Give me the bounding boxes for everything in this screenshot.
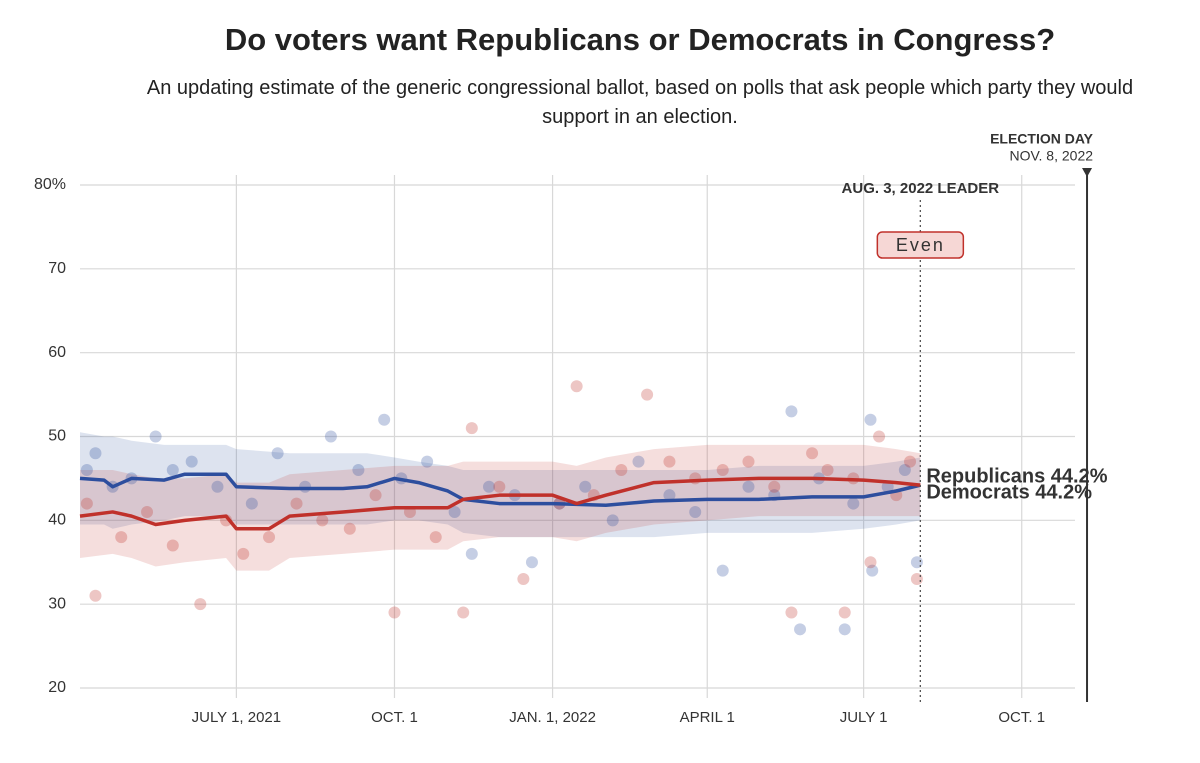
poll-dot	[80, 464, 93, 477]
poll-dot	[689, 472, 702, 485]
poll-dot	[211, 480, 224, 493]
poll-dot	[237, 547, 250, 560]
poll-dot	[465, 547, 478, 560]
poll-dot	[641, 388, 654, 401]
x-tick-label: JULY 1, 2021	[192, 709, 282, 726]
y-tick-label: 30	[48, 595, 66, 612]
poll-dot	[866, 564, 879, 577]
poll-dot	[185, 455, 198, 468]
x-tick-label: OCT. 1	[998, 709, 1045, 726]
poll-dot	[847, 497, 860, 510]
poll-dot	[290, 497, 303, 510]
election-day-label: ELECTION DAY	[990, 131, 1094, 147]
end-label: Republicans 44.2%	[926, 465, 1107, 487]
poll-dot	[388, 606, 401, 619]
poll-dot	[448, 505, 461, 518]
poll-dot	[579, 480, 592, 493]
confidence-band	[80, 432, 921, 538]
poll-dot	[245, 497, 258, 510]
poll-dot	[149, 430, 162, 443]
poll-dot	[343, 522, 356, 535]
poll-dot	[838, 623, 851, 636]
poll-dot	[742, 455, 755, 468]
poll-dot	[429, 531, 442, 544]
poll-dot	[785, 606, 798, 619]
x-tick-label: APRIL 1	[680, 709, 735, 726]
poll-dot	[864, 556, 877, 569]
leader-box	[876, 231, 965, 259]
poll-dot	[166, 539, 179, 552]
leader-label: AUG. 3, 2022 LEADER	[842, 180, 1000, 197]
poll-dot	[378, 413, 391, 426]
chart-title: Do voters want Republicans or Democrats …	[224, 22, 1056, 57]
poll-dot	[873, 430, 886, 443]
poll-dot	[263, 531, 276, 544]
y-tick-label: 80%	[34, 176, 66, 193]
poll-dot	[794, 623, 807, 636]
poll-dot	[742, 480, 755, 493]
poll-dot	[910, 556, 923, 569]
poll-dot	[482, 480, 495, 493]
poll-dot	[716, 464, 729, 477]
poll-dot	[606, 514, 619, 527]
confidence-band	[80, 444, 921, 571]
poll-dot	[689, 505, 702, 518]
poll-dot	[517, 573, 530, 586]
election-day-date: NOV. 8, 2022	[1009, 148, 1093, 164]
trend-line	[79, 476, 921, 531]
leader-value: Even	[896, 235, 945, 255]
y-tick-label: 70	[48, 260, 66, 277]
poll-dot	[864, 413, 877, 426]
poll-dot	[716, 564, 729, 577]
poll-dot	[141, 505, 154, 518]
y-tick-label: 60	[48, 344, 66, 361]
y-tick-label: 50	[48, 428, 66, 445]
poll-dot	[632, 455, 645, 468]
poll-dot	[194, 598, 207, 611]
x-tick-label: JAN. 1, 2022	[509, 709, 596, 726]
poll-dot	[324, 430, 337, 443]
poll-dot	[421, 455, 434, 468]
poll-dot	[615, 464, 628, 477]
poll-dot	[768, 480, 781, 493]
poll-dot	[89, 447, 102, 460]
poll-dot	[369, 489, 382, 502]
poll-dot	[271, 447, 284, 460]
poll-dot	[838, 606, 851, 619]
y-tick-label: 40	[48, 512, 66, 529]
poll-dot	[166, 464, 179, 477]
poll-dot	[465, 422, 478, 435]
poll-dot	[663, 455, 676, 468]
poll-dot	[89, 589, 102, 602]
poll-dot	[785, 405, 798, 418]
y-tick-label: 20	[48, 679, 66, 696]
poll-dot	[910, 573, 923, 586]
poll-dot	[904, 455, 917, 468]
end-label: Democrats 44.2%	[926, 481, 1092, 503]
election-day-marker	[1082, 168, 1093, 177]
poll-dot	[821, 464, 834, 477]
poll-dot	[80, 497, 93, 510]
poll-dot	[570, 380, 583, 393]
trend-line	[79, 472, 921, 507]
poll-dot	[115, 531, 128, 544]
poll-dot	[525, 556, 538, 569]
x-tick-label: OCT. 1	[371, 709, 418, 726]
poll-dot	[316, 514, 329, 527]
poll-dot	[898, 464, 911, 477]
poll-dot	[806, 447, 819, 460]
poll-dot	[352, 464, 365, 477]
x-tick-label: JULY 1	[840, 709, 888, 726]
poll-dot	[493, 480, 506, 493]
poll-dot	[457, 606, 470, 619]
chart-subtitle: An updating estimate of the generic cong…	[146, 77, 1134, 128]
poll-dot	[663, 489, 676, 502]
